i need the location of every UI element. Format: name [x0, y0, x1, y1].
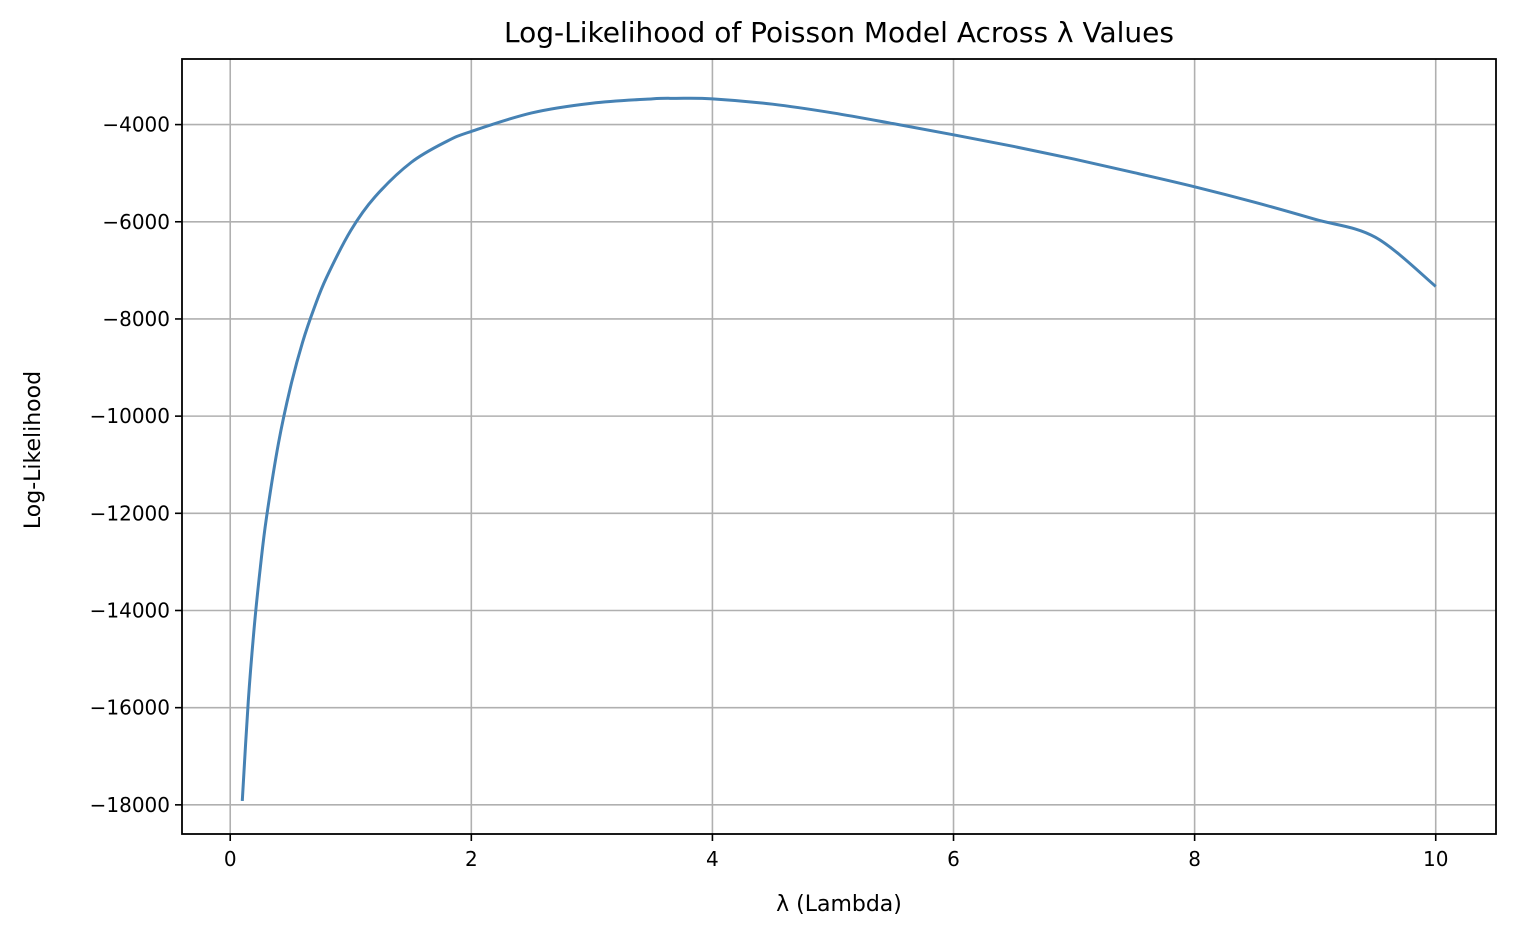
x-tick-label: 10 — [1423, 847, 1448, 871]
y-tick-label: −8000 — [102, 307, 170, 331]
chart-title: Log-Likelihood of Poisson Model Across λ… — [504, 16, 1174, 49]
x-axis-label: λ (Lambda) — [776, 892, 902, 917]
plot-frame — [181, 58, 1497, 835]
x-tick-label: 2 — [465, 847, 478, 871]
x-tick-label: 4 — [706, 847, 719, 871]
series-line — [240, 96, 1437, 802]
ticks: 0 2 4 6 8 10 −18000 −16000 −14000 −12000 −10000 −80… — [90, 113, 1449, 871]
y-tick-label: −16000 — [90, 696, 170, 720]
y-tick-label: −4000 — [102, 113, 170, 137]
y-axis-label: Log-Likelihood — [21, 371, 46, 529]
y-tick-label: −12000 — [90, 501, 170, 525]
x-tick-label: 0 — [224, 847, 237, 871]
y-tick-label: −6000 — [102, 210, 170, 234]
y-tick-label: −10000 — [90, 404, 170, 428]
y-tick-label: −14000 — [90, 598, 170, 622]
x-tick-label: 6 — [947, 847, 960, 871]
y-tick-label: −18000 — [90, 793, 170, 817]
grid — [182, 59, 1496, 834]
x-tick-label: 8 — [1188, 847, 1201, 871]
